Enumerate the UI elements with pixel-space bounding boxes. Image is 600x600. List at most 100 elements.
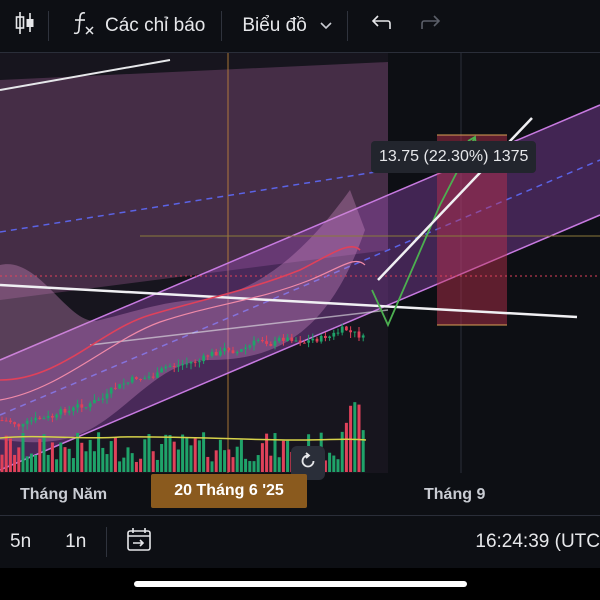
candle-body (130, 377, 134, 383)
volume-bar (323, 460, 327, 472)
candle-body (88, 403, 92, 408)
volume-bar (210, 461, 214, 472)
candle-body (357, 331, 361, 338)
volume-bar (361, 430, 365, 472)
candle-body (126, 382, 130, 384)
candle-body (109, 387, 113, 394)
volume-bar (340, 431, 344, 472)
volume-bar (160, 443, 164, 472)
candle-body (72, 407, 75, 411)
volume-bar (260, 443, 264, 472)
candle-body (160, 368, 163, 373)
highlight-region (0, 53, 388, 473)
measure-label: 13.75 (22.30%) 1375 (371, 141, 537, 173)
candle-body (42, 417, 46, 419)
chart-menu-button[interactable]: Biểu đồ (226, 0, 342, 52)
redo-button[interactable] (406, 0, 456, 52)
candle-body (93, 399, 96, 404)
volume-bar (55, 459, 59, 472)
candle-body (101, 398, 105, 400)
volume-bar (164, 434, 168, 472)
volume-bar (38, 438, 42, 472)
volume-bar (84, 451, 88, 472)
candle-body (193, 361, 197, 363)
candle-body (298, 340, 302, 343)
toolbar-divider (346, 11, 348, 41)
chart-type-button[interactable] (0, 0, 44, 52)
volume-bar (76, 432, 80, 472)
volume-bar (189, 445, 193, 472)
volume-bar (105, 454, 109, 472)
moving-average-red (0, 245, 361, 381)
volume-bar (218, 439, 222, 472)
volume-bar (42, 434, 46, 472)
moving-average-pink (0, 260, 366, 401)
candle-body (9, 420, 12, 423)
candle-body (252, 340, 256, 346)
candle-body (265, 341, 268, 344)
volume-bar (168, 435, 172, 472)
volume-bar (227, 449, 231, 472)
time-axis: Tháng Năm Tháng 9 (0, 478, 600, 510)
volume-bar (265, 433, 269, 472)
support-line (0, 283, 578, 319)
candle-body (336, 332, 340, 334)
volume-bar (286, 440, 290, 472)
volume-bar (122, 457, 126, 472)
crosshair-time-badge: 20 Tháng 6 '25 (151, 474, 307, 508)
candle-body (235, 351, 239, 354)
volume-bar (223, 450, 227, 472)
candle-body (97, 399, 100, 401)
clock-timezone[interactable]: 16:24:39 (UTC (475, 531, 600, 552)
interval-5d-button[interactable]: 5n (10, 531, 32, 552)
candle-body (189, 361, 193, 364)
candle-body (4, 420, 8, 422)
volume-bar (50, 442, 54, 472)
candle-body (286, 337, 289, 341)
volume-bar (353, 402, 357, 472)
candle-body (227, 348, 231, 351)
candle-body (240, 349, 243, 352)
candlestick-series (0, 323, 365, 433)
indicators-button[interactable]: Các chỉ báo (53, 0, 217, 52)
candle-body (202, 355, 205, 362)
candle-body (290, 337, 294, 342)
candle-body (76, 404, 79, 408)
volume-bar (88, 439, 92, 472)
volume-bar (29, 453, 33, 472)
interval-1d-button[interactable]: 1n (65, 531, 87, 552)
undo-button[interactable] (352, 0, 406, 52)
candle-body (21, 423, 25, 427)
candle-body (147, 376, 151, 379)
volume-bar (244, 458, 248, 472)
function-icon (71, 9, 95, 43)
candle-body (25, 420, 29, 424)
candle-body (248, 345, 252, 348)
date-range-button[interactable] (125, 527, 153, 558)
candle-body (269, 343, 273, 346)
volume-bar (344, 422, 348, 472)
candle-body (319, 335, 323, 342)
candle-body (206, 355, 210, 357)
volume-bar (34, 455, 38, 472)
chart-canvas[interactable] (0, 53, 600, 478)
volume-bar (13, 454, 17, 472)
volume-bar (4, 435, 8, 472)
volume-bar (185, 437, 189, 472)
volume-bar (269, 455, 273, 472)
volume-bar (336, 459, 340, 472)
volume-bar (176, 449, 180, 472)
candle-body (261, 339, 264, 342)
candle-body (172, 366, 176, 368)
volume-bar (92, 451, 96, 472)
candle-body (332, 332, 336, 337)
undo-icon (370, 13, 392, 39)
volume-bar (71, 458, 75, 472)
candle-body (168, 366, 172, 368)
price-chart[interactable]: 13.75 (22.30%) 1375 (0, 53, 600, 515)
volume-bar (147, 434, 151, 472)
volume-bar (63, 447, 67, 472)
candle-body (34, 417, 37, 421)
candle-body (345, 326, 348, 331)
volume-bar (273, 433, 277, 472)
